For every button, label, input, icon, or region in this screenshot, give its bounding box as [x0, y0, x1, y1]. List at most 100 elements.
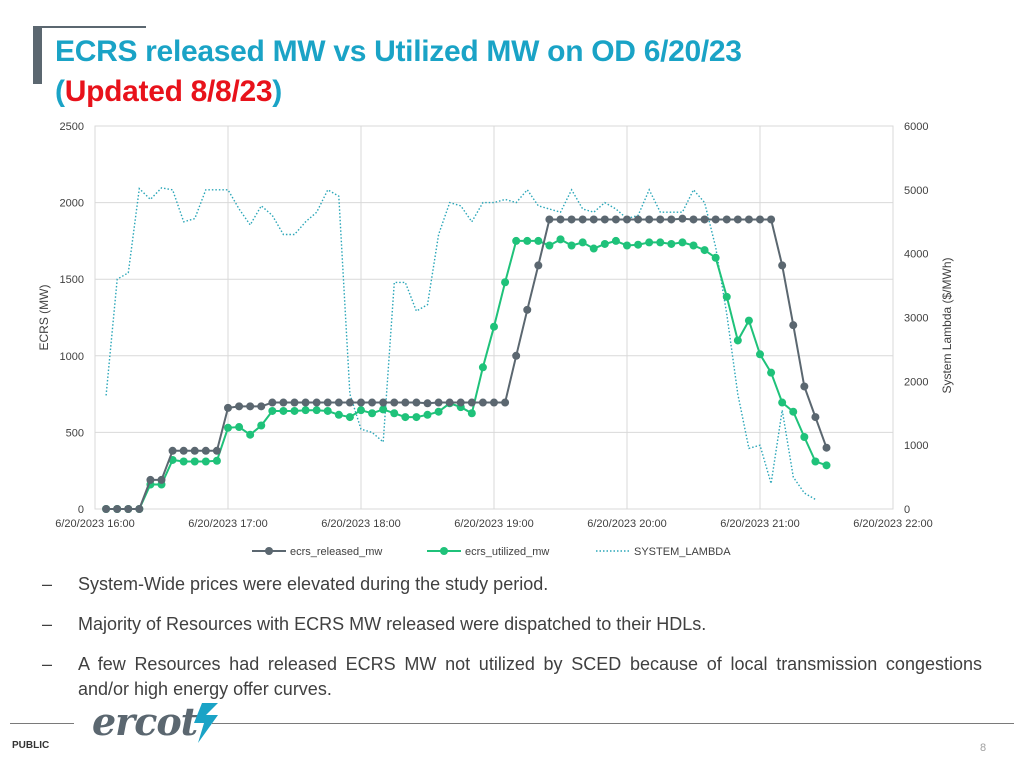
data-point-ecrs_utilized_mw: [434, 407, 443, 416]
data-point-ecrs_utilized_mw: [212, 456, 221, 465]
data-point-ecrs_utilized_mw: [523, 236, 532, 245]
data-point-ecrs_utilized_mw: [257, 421, 266, 430]
data-point-ecrs_utilized_mw: [534, 236, 543, 245]
legend-label-SYSTEM_LAMBDA: SYSTEM_LAMBDA: [634, 546, 731, 558]
title-paren-open: (: [55, 75, 65, 108]
y2-tick-label: 0: [904, 504, 910, 516]
x-tick-label: 6/20/2023 19:00: [454, 518, 534, 530]
ecrs-chart: 0 500 1000 1500 2000 2500 6/20/2023 16:00 6/20/…: [37, 121, 954, 558]
data-point-ecrs_utilized_mw: [767, 368, 776, 377]
data-point-ecrs_utilized_mw: [578, 238, 587, 247]
data-point-ecrs_utilized_mw: [334, 410, 343, 419]
y2-tick-label: 3000: [904, 313, 928, 325]
data-point-ecrs_released_mw: [368, 398, 377, 407]
data-point-ecrs_utilized_mw: [600, 239, 609, 248]
data-point-ecrs_utilized_mw: [301, 406, 310, 415]
title-main: ECRS released MW vs Utilized MW on OD 6/…: [55, 35, 742, 68]
data-point-ecrs_released_mw: [744, 215, 753, 224]
data-point-ecrs_released_mw: [656, 215, 665, 224]
y-axis-title: ECRS (MW): [37, 285, 51, 351]
data-point-ecrs_released_mw: [467, 398, 476, 407]
data-point-ecrs_released_mw: [146, 475, 155, 484]
data-point-ecrs_utilized_mw: [401, 413, 410, 422]
data-point-ecrs_utilized_mw: [689, 241, 698, 250]
data-point-ecrs_utilized_mw: [811, 457, 820, 466]
data-point-ecrs_utilized_mw: [545, 241, 554, 250]
bullet-dash: –: [42, 574, 53, 594]
data-point-ecrs_utilized_mw: [623, 241, 631, 250]
data-point-ecrs_utilized_mw: [490, 322, 498, 331]
data-point-ecrs_released_mw: [600, 215, 609, 224]
data-point-ecrs_released_mw: [290, 398, 299, 407]
data-point-ecrs_released_mw: [534, 261, 543, 270]
data-point-ecrs_utilized_mw: [390, 409, 399, 418]
data-point-ecrs_released_mw: [545, 215, 554, 224]
data-point-ecrs_utilized_mw: [567, 241, 576, 250]
data-point-ecrs_released_mw: [357, 398, 365, 407]
data-point-ecrs_released_mw: [168, 446, 177, 455]
data-point-ecrs_utilized_mw: [744, 316, 753, 325]
footer-divider-right: [212, 723, 1014, 724]
y2-tick-label: 6000: [904, 121, 928, 133]
data-point-ecrs_released_mw: [201, 446, 210, 455]
y-tick-label: 1500: [60, 274, 84, 286]
data-point-ecrs_released_mw: [811, 413, 820, 422]
data-point-ecrs_utilized_mw: [478, 363, 487, 372]
x-tick-label: 6/20/2023 18:00: [321, 518, 401, 530]
data-point-ecrs_utilized_mw: [700, 246, 709, 255]
data-point-ecrs_utilized_mw: [589, 244, 598, 253]
data-point-ecrs_released_mw: [401, 398, 410, 407]
data-point-ecrs_released_mw: [523, 305, 532, 314]
data-point-ecrs_utilized_mw: [235, 423, 244, 432]
data-point-ecrs_released_mw: [800, 382, 809, 391]
data-point-ecrs_utilized_mw: [279, 406, 288, 415]
data-point-ecrs_released_mw: [722, 215, 731, 224]
data-point-ecrs_released_mw: [212, 446, 221, 455]
classification-label: PUBLIC: [12, 740, 50, 751]
data-point-ecrs_utilized_mw: [778, 398, 787, 407]
data-point-ecrs_released_mw: [434, 398, 443, 407]
bullet-dash: –: [42, 654, 53, 674]
data-point-ecrs_released_mw: [700, 215, 709, 224]
data-point-ecrs_utilized_mw: [246, 430, 255, 439]
legend-marker-ecrs_released_mw: [265, 547, 273, 555]
data-point-ecrs_utilized_mw: [357, 406, 365, 415]
data-point-ecrs_released_mw: [490, 398, 498, 407]
y-tick-label: 2000: [60, 198, 84, 210]
data-point-ecrs_released_mw: [456, 398, 465, 407]
bullet-dash: –: [42, 614, 53, 634]
data-point-ecrs_released_mw: [611, 215, 620, 224]
y2-tick-label: 1000: [904, 440, 928, 452]
data-point-ecrs_released_mw: [678, 214, 687, 223]
y-tick-label: 0: [78, 504, 84, 516]
data-point-ecrs_utilized_mw: [634, 240, 643, 249]
data-point-ecrs_utilized_mw: [368, 409, 377, 418]
data-point-ecrs_released_mw: [556, 215, 565, 224]
series-line-SYSTEM_LAMBDA: [105, 187, 816, 501]
title-accent-bar: [33, 26, 42, 84]
logo-wordmark: ercot: [92, 699, 198, 744]
y2-tick-label: 5000: [904, 185, 928, 197]
data-point-ecrs_released_mw: [445, 398, 454, 407]
data-point-ecrs_utilized_mw: [678, 238, 687, 247]
bullet-item: – Majority of Resources with ECRS MW rele…: [36, 612, 982, 637]
x-tick-label: 6/20/2023 21:00: [720, 518, 800, 530]
title-accent-line: [42, 26, 146, 28]
data-point-ecrs_released_mw: [789, 321, 798, 330]
data-point-ecrs_utilized_mw: [412, 413, 421, 422]
legend-label-ecrs_utilized_mw: ecrs_utilized_mw: [465, 546, 549, 558]
ercot-logo: ercot: [92, 697, 232, 751]
data-point-ecrs_utilized_mw: [179, 457, 188, 466]
x-tick-label: 6/20/2023 17:00: [188, 518, 268, 530]
data-point-ecrs_released_mw: [157, 475, 166, 484]
page-number: 8: [980, 742, 987, 754]
data-point-ecrs_utilized_mw: [611, 236, 620, 245]
data-point-ecrs_released_mw: [124, 505, 133, 513]
data-point-ecrs_utilized_mw: [423, 410, 432, 419]
data-point-ecrs_released_mw: [135, 505, 144, 513]
x-tick-label: 6/20/2023 20:00: [587, 518, 667, 530]
data-point-ecrs_utilized_mw: [190, 457, 199, 466]
data-point-ecrs_released_mw: [412, 398, 421, 407]
data-point-ecrs_released_mw: [179, 446, 188, 455]
data-point-ecrs_utilized_mw: [312, 406, 321, 415]
